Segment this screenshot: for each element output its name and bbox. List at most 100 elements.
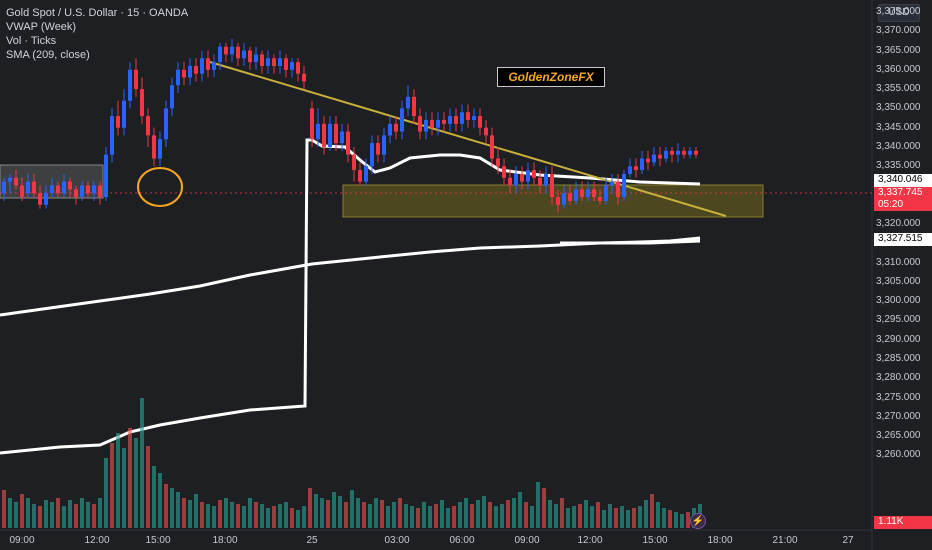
volume-bar — [308, 488, 312, 528]
price-axis-label: 3,280.000 — [876, 372, 921, 384]
volume-bar — [404, 504, 408, 528]
candle-body — [376, 143, 380, 155]
volume-bar — [218, 500, 222, 528]
volume-bar — [650, 494, 654, 528]
price-axis-label: 3,360.000 — [876, 63, 921, 75]
volume-bar — [434, 504, 438, 528]
plot-background — [0, 0, 872, 530]
candle-body — [140, 89, 144, 117]
volume-bar — [638, 506, 642, 528]
volume-bar — [68, 500, 72, 528]
legend-sma[interactable]: SMA (209, close) — [6, 49, 90, 61]
volume-bar — [368, 504, 372, 528]
descending-trendline — [209, 61, 727, 217]
volume-bar — [410, 506, 414, 528]
candle-body — [628, 166, 632, 174]
volume-bar — [56, 498, 60, 528]
volume-bar — [110, 443, 114, 528]
highlight-circle — [137, 167, 183, 207]
candle-body — [242, 50, 246, 59]
candle-body — [236, 46, 240, 59]
candle-body — [98, 185, 102, 198]
volume-bar — [26, 498, 30, 528]
price-axis-background — [872, 0, 932, 550]
candle-body — [14, 177, 18, 186]
volume-bar — [566, 508, 570, 528]
price-axis-label: 3,290.000 — [876, 333, 921, 345]
candle-body — [44, 193, 48, 205]
candle-body — [670, 150, 674, 155]
candle-body — [248, 50, 252, 63]
legend-vwap[interactable]: VWAP (Week) — [6, 21, 77, 33]
volume-bar — [170, 488, 174, 528]
candle-body — [254, 54, 258, 63]
price-axis-label: 3,365.000 — [876, 44, 921, 56]
volume-bar — [152, 466, 156, 528]
price-axis-label: 3,345.000 — [876, 121, 921, 133]
volume-bar — [542, 488, 546, 528]
candle-body — [430, 119, 434, 128]
candle-body — [104, 154, 108, 198]
candle-body — [664, 150, 668, 159]
candle-body — [400, 108, 404, 132]
lightning-icon[interactable]: ⚡ — [690, 513, 706, 529]
volume-bar — [182, 498, 186, 528]
price-axis-label: 3,355.000 — [876, 83, 921, 95]
price-axis-label: 3,335.000 — [876, 160, 921, 172]
candle-body — [382, 135, 386, 155]
candle-body — [302, 73, 306, 82]
candle-body — [490, 135, 494, 159]
volume-bar — [80, 498, 84, 528]
candle-body — [26, 181, 30, 194]
volume-bar — [548, 500, 552, 528]
price-axis-label: 3,275.000 — [876, 391, 921, 403]
volume-bar — [428, 506, 432, 528]
candle-body — [200, 58, 204, 74]
candle-body — [520, 173, 524, 182]
volume-bar — [362, 502, 366, 528]
candle-body — [358, 170, 362, 182]
volume-bar — [560, 498, 564, 528]
time-axis-label: 25 — [306, 535, 318, 546]
candle-body — [484, 127, 488, 136]
volume-bar — [320, 498, 324, 528]
volume-bar — [518, 492, 522, 528]
volume-bar — [38, 506, 42, 528]
candle-body — [508, 177, 512, 186]
candle-body — [62, 181, 66, 194]
volume-bar — [278, 504, 282, 528]
candle-body — [218, 46, 222, 63]
volume-bar — [44, 500, 48, 528]
volume-bar — [380, 500, 384, 528]
volume-bar — [194, 494, 198, 528]
legend-volume[interactable]: Vol · Ticks — [6, 35, 57, 47]
volume-bar — [398, 498, 402, 528]
volume-bar — [134, 438, 138, 528]
candle-body — [346, 131, 350, 155]
upper-band-price-tag: 3,340.046 — [874, 174, 932, 187]
volume-bar — [422, 502, 426, 528]
candle-body — [206, 58, 210, 70]
legend-symbol[interactable]: Gold Spot / U.S. Dollar · 15 · OANDA — [6, 7, 189, 19]
candle-body — [122, 100, 126, 128]
volume-bar — [14, 502, 18, 528]
candle-body — [676, 150, 680, 155]
candle-body — [224, 46, 228, 55]
volume-bar — [440, 500, 444, 528]
volume-bar — [128, 428, 132, 528]
time-axis-label: 18:00 — [707, 535, 733, 546]
volume-bar — [242, 506, 246, 528]
volume-bar — [590, 506, 594, 528]
currency-button[interactable]: USD — [878, 4, 920, 22]
volume-bar — [164, 484, 168, 528]
candle-body — [412, 96, 416, 117]
candle-body — [556, 197, 560, 205]
candle-body — [364, 166, 368, 182]
last-price-value: 3,337.745 — [878, 187, 923, 198]
volume-bar — [104, 458, 108, 528]
lower-band-price-tag: 3,327.515 — [874, 233, 932, 246]
volume-bar — [254, 502, 258, 528]
volume-bar — [206, 504, 210, 528]
candle-body — [394, 123, 398, 132]
